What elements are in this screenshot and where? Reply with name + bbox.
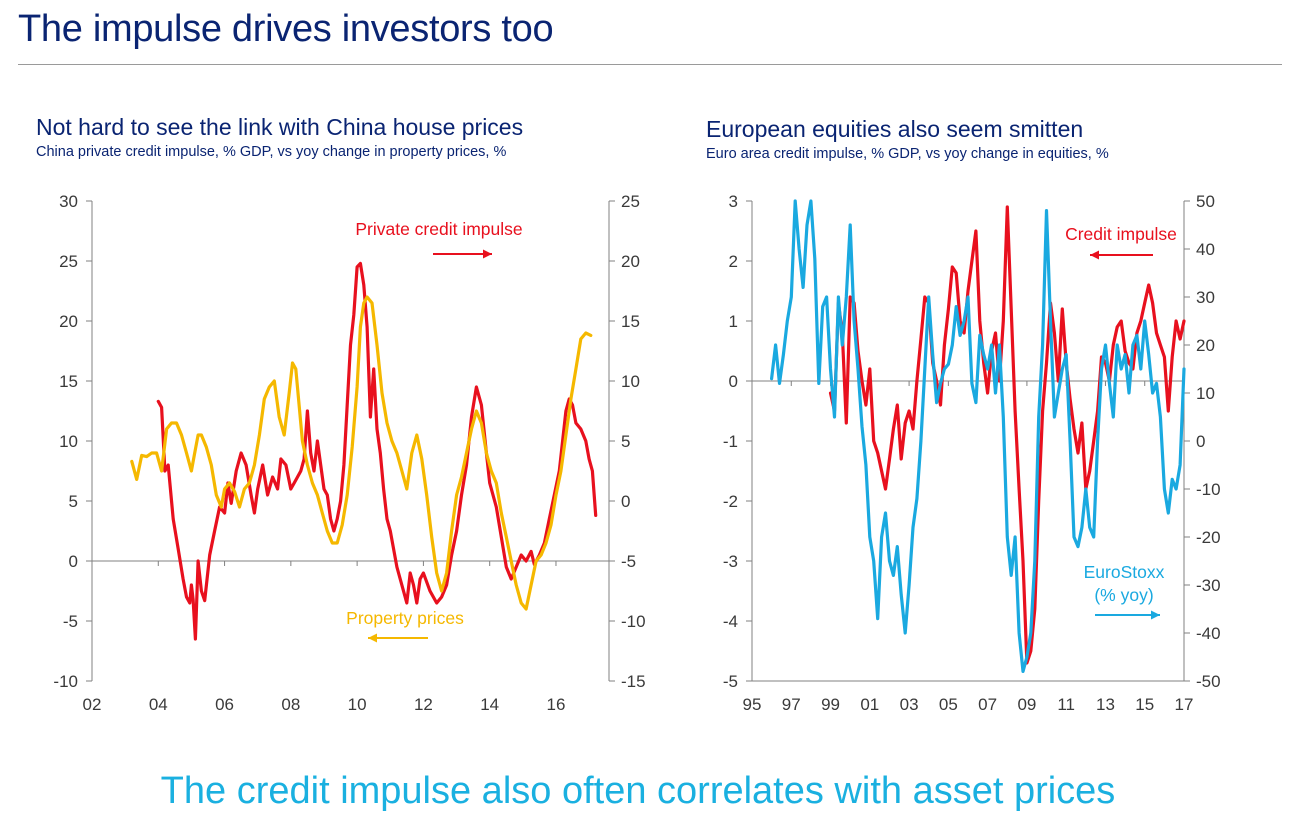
x-tick-label: 06	[215, 695, 234, 714]
right-tick-label: 50	[1196, 192, 1215, 211]
x-tick-label: 15	[1135, 695, 1154, 714]
x-tick-label: 09	[1017, 695, 1036, 714]
annotation-arrow-head	[368, 633, 377, 643]
right-chart-title: European equities also seem smitten	[706, 116, 1084, 142]
annotation-arrow-head	[1090, 250, 1099, 260]
series-line-1	[769, 199, 1186, 674]
x-tick-label: 95	[743, 695, 762, 714]
series-line-0	[156, 261, 598, 641]
right-tick-label: 20	[621, 252, 640, 271]
right-tick-label: -30	[1196, 576, 1221, 595]
right-tick-label: 0	[621, 492, 630, 511]
china-credit-property-chart: 30 25 20 15 10 5 0 -5 -10 25 20 15 10 5 0 -5 -10 -15 02 04 0…	[53, 192, 646, 714]
left-tick-label: 15	[59, 372, 78, 391]
annotation-label: EuroStoxx	[1084, 562, 1165, 582]
left-chart-subtitle: China private credit impulse, % GDP, vs …	[36, 144, 507, 160]
left-chart-title: Not hard to see the link with China hous…	[36, 114, 524, 140]
right-tick-label: -10	[1196, 480, 1221, 499]
left-tick-label: -2	[723, 492, 738, 511]
x-tick-label: 16	[547, 695, 566, 714]
left-tick-label: -3	[723, 552, 738, 571]
right-tick-label: 10	[1196, 384, 1215, 403]
right-tick-label: -20	[1196, 528, 1221, 547]
annotation-arrow-head	[1151, 610, 1160, 620]
title-divider	[18, 64, 1282, 65]
bottom-caption: The credit impulse also often correlates…	[160, 770, 1116, 812]
left-tick-label: -1	[723, 432, 738, 451]
left-tick-label: 0	[69, 552, 78, 571]
left-tick-label: 2	[729, 252, 738, 271]
x-tick-label: 97	[782, 695, 801, 714]
x-tick-label: 04	[149, 695, 168, 714]
right-tick-label: 40	[1196, 240, 1215, 259]
x-tick-label: 13	[1096, 695, 1115, 714]
x-tick-label: 05	[939, 695, 958, 714]
x-tick-label: 08	[281, 695, 300, 714]
left-tick-label: 20	[59, 312, 78, 331]
x-tick-label: 17	[1175, 695, 1194, 714]
right-tick-label: 25	[621, 192, 640, 211]
left-tick-label: 5	[69, 492, 78, 511]
x-tick-label: 01	[860, 695, 879, 714]
annotation-arrow-head	[483, 249, 492, 259]
left-tick-label: 10	[59, 432, 78, 451]
right-tick-label: 20	[1196, 336, 1215, 355]
left-tick-label: 30	[59, 192, 78, 211]
x-tick-label: 07	[978, 695, 997, 714]
x-tick-label: 99	[821, 695, 840, 714]
left-tick-label: -5	[723, 672, 738, 691]
annotation-label: (% yoy)	[1094, 585, 1153, 605]
x-tick-label: 02	[83, 695, 102, 714]
right-tick-label: -10	[621, 612, 646, 631]
x-tick-label: 10	[348, 695, 367, 714]
left-tick-label: -10	[53, 672, 78, 691]
x-tick-label: 03	[900, 695, 919, 714]
x-tick-label: 14	[480, 695, 499, 714]
series-line-1	[130, 295, 593, 611]
left-tick-label: -5	[63, 612, 78, 631]
page-title: The impulse drives investors too	[18, 8, 554, 50]
right-tick-label: 5	[621, 432, 630, 451]
left-tick-label: -4	[723, 612, 738, 631]
right-tick-label: -15	[621, 672, 646, 691]
x-tick-label: 12	[414, 695, 433, 714]
left-tick-label: 25	[59, 252, 78, 271]
right-tick-label: 15	[621, 312, 640, 331]
right-tick-label: -5	[621, 552, 636, 571]
x-tick-label: 11	[1057, 695, 1075, 714]
right-tick-label: 30	[1196, 288, 1215, 307]
right-chart-subtitle: Euro area credit impulse, % GDP, vs yoy …	[706, 146, 1109, 162]
right-tick-label: 10	[621, 372, 640, 391]
right-tick-label: -40	[1196, 624, 1221, 643]
left-tick-label: 0	[729, 372, 738, 391]
euro-credit-equities-chart: 3210-1-2-3-4-550403020100-10-20-30-40-50…	[723, 192, 1221, 714]
annotation-label: Credit impulse	[1065, 224, 1177, 244]
series-line-0	[828, 205, 1186, 665]
right-tick-label: -50	[1196, 672, 1221, 691]
right-tick-label: 0	[1196, 432, 1205, 451]
left-tick-label: 1	[729, 312, 738, 331]
annotation-label: Private credit impulse	[355, 219, 522, 239]
annotation-label: Property prices	[346, 608, 464, 628]
left-tick-label: 3	[729, 192, 738, 211]
